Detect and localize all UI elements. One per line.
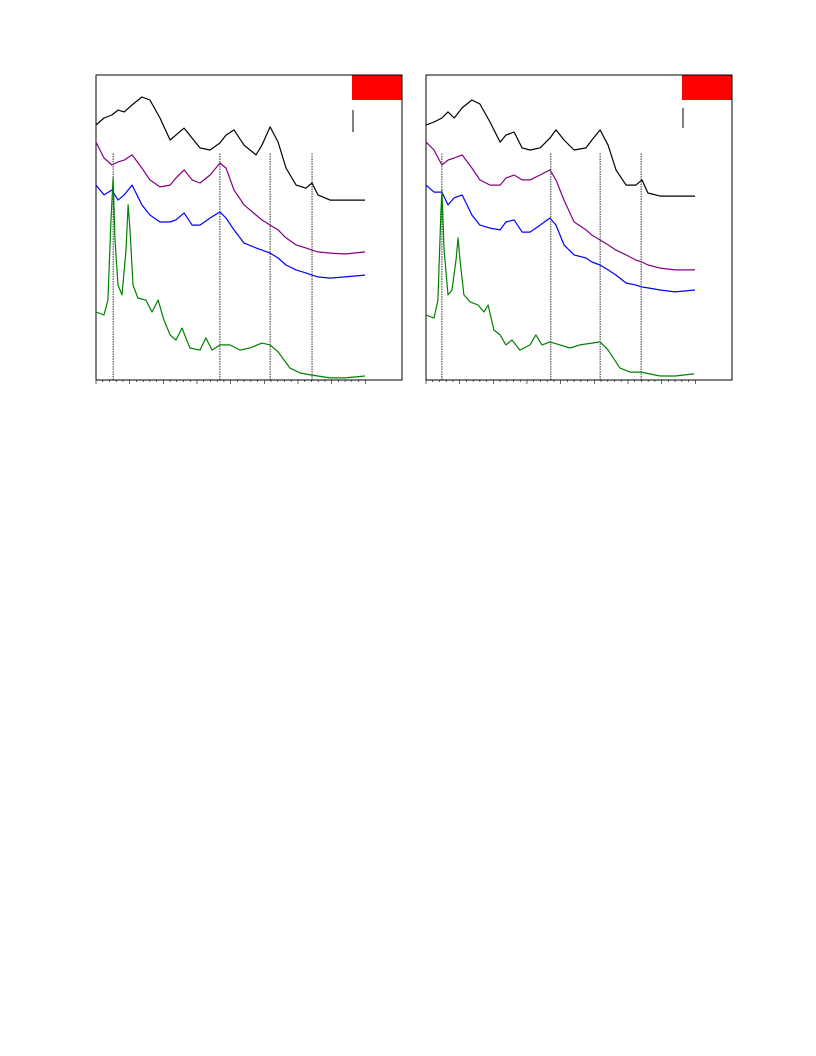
series-line (425, 184, 696, 293)
series-line (95, 141, 366, 255)
series-line (425, 141, 695, 271)
series-line (95, 177, 366, 379)
legend-box (352, 75, 402, 100)
plot-frame (95, 74, 403, 381)
series-line (95, 96, 365, 201)
series-line (425, 189, 695, 377)
series-line (95, 184, 366, 279)
legend-box (682, 75, 732, 100)
series-line (425, 99, 695, 197)
plot-frame (425, 74, 733, 381)
